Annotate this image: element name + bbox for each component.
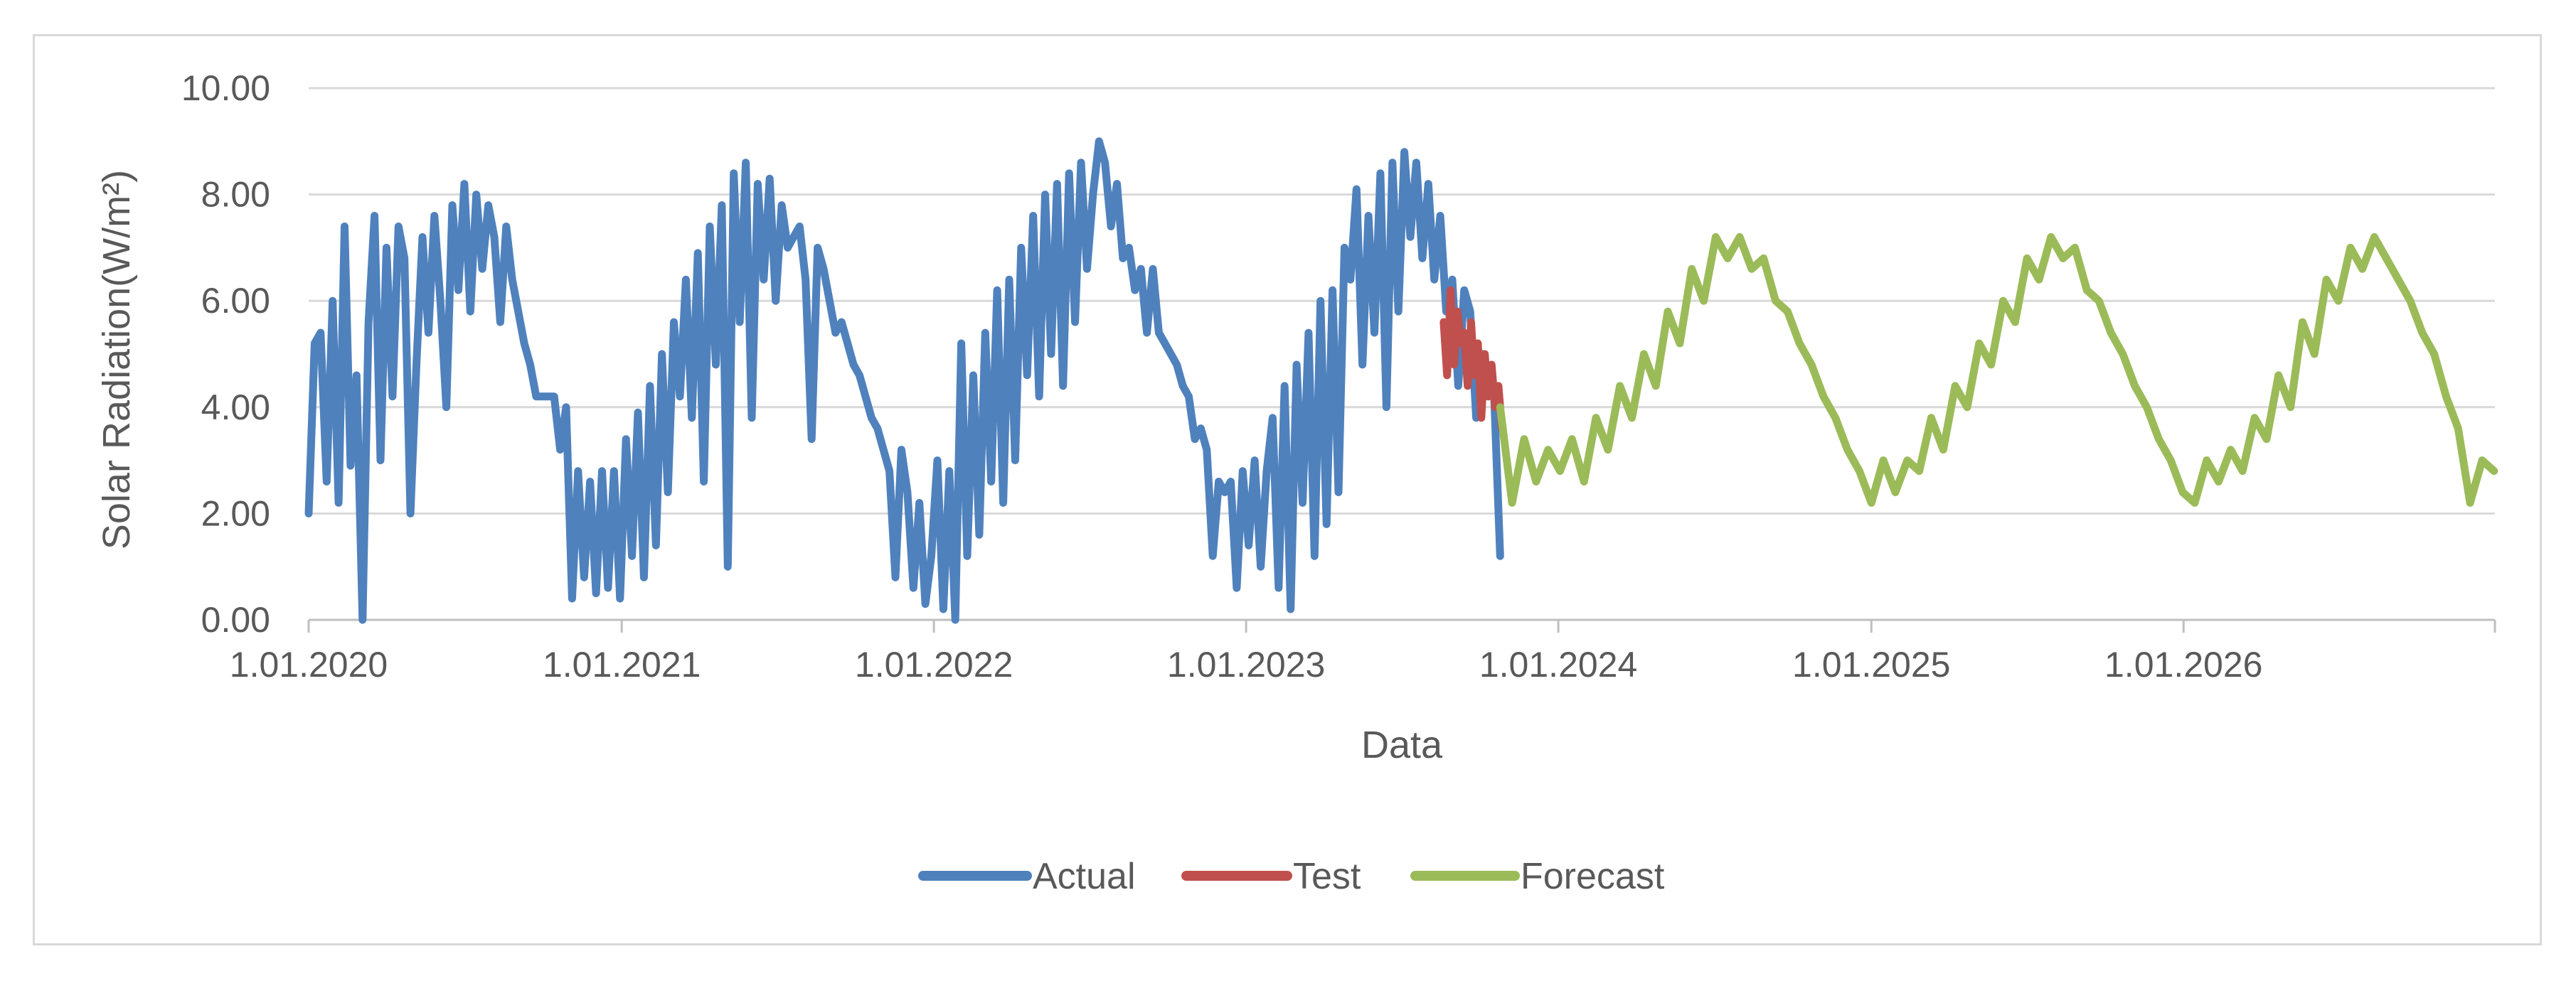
x-tick-label: 1.01.2025	[1792, 645, 1950, 685]
plot-series	[304, 137, 2498, 624]
y-tick-label: 2.00	[201, 493, 270, 533]
y-tick-label: 4.00	[201, 387, 270, 427]
x-tick-label: 1.01.2024	[1479, 645, 1637, 685]
y-axis-title: Solar Radiation(W/m²)	[95, 170, 138, 550]
x-axis-title: Data	[1361, 724, 1443, 766]
x-tick-label: 1.01.2026	[2104, 645, 2262, 685]
series-line-forecast	[1496, 232, 2498, 507]
y-tick-label: 6.00	[201, 281, 270, 321]
x-tick-label: 1.01.2020	[230, 645, 388, 685]
legend-label-actual: Actual	[1033, 856, 1136, 897]
x-tick-label: 1.01.2021	[543, 645, 701, 685]
x-axis	[307, 618, 2496, 633]
x-tick-label: 1.01.2022	[855, 645, 1013, 685]
x-axis-tick-labels: 1.01.2020 1.01.2021 1.01.2022 1.01.2023 1.01…	[230, 645, 2263, 685]
y-tick-label: 0.00	[201, 600, 270, 640]
legend: Actual Test Forecast	[918, 856, 1665, 897]
y-axis-tick-labels: 0.00 2.00 4.00 6.00 8.00 10.00	[181, 68, 270, 640]
legend-label-forecast: Forecast	[1521, 856, 1665, 897]
x-tick-label: 1.01.2023	[1167, 645, 1325, 685]
series-line-test	[1439, 286, 1506, 433]
y-tick-label: 8.00	[201, 175, 270, 215]
y-tick-label: 10.00	[181, 68, 270, 108]
legend-label-test: Test	[1293, 856, 1361, 897]
series-line-actual	[304, 137, 1504, 624]
